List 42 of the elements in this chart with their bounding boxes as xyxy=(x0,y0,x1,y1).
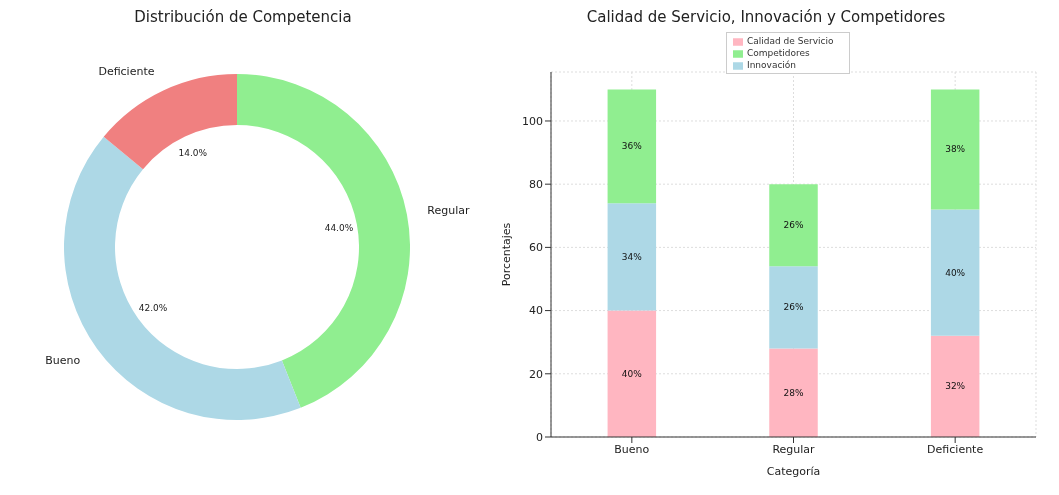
legend-label: Competidores xyxy=(747,48,810,58)
y-tick-label: 60 xyxy=(529,241,543,255)
donut-slice xyxy=(103,74,237,170)
data-label: 40% xyxy=(945,267,966,278)
data-label: 42.0% xyxy=(138,303,168,314)
y-tick-label: 0 xyxy=(536,430,543,444)
bar xyxy=(607,89,657,204)
data-label: 32% xyxy=(945,381,966,392)
legend-label: Innovación xyxy=(747,60,797,70)
slice-label: Deficiente xyxy=(98,65,155,79)
data-label: 40% xyxy=(621,368,643,379)
donut-slice xyxy=(237,74,410,408)
y-tick-label: 20 xyxy=(529,367,543,381)
slice-label: Bueno xyxy=(45,354,81,368)
chart-title: Distribución de Competencia xyxy=(133,8,353,28)
legend-label: Calidad de Servicio xyxy=(747,36,834,46)
data-label: 28% xyxy=(783,387,804,398)
data-label: 44.0% xyxy=(324,222,354,233)
x-tick-label: Bueno xyxy=(614,442,650,456)
bar xyxy=(930,89,980,210)
data-label: 26% xyxy=(783,220,804,231)
chart-title: Calidad de Servicio, Innovación y Competidores xyxy=(585,8,947,28)
x-tick-label: Regular xyxy=(772,442,816,456)
data-label: 14.0% xyxy=(178,148,208,159)
data-label: 26% xyxy=(783,302,804,313)
data-label: 36% xyxy=(621,141,643,152)
bar xyxy=(769,184,818,267)
x-axis-title: Categoría xyxy=(766,465,821,478)
slice-label: Regular xyxy=(427,204,470,218)
y-tick-label: 40 xyxy=(529,304,543,318)
bar xyxy=(607,310,657,437)
bar xyxy=(769,348,818,437)
bar xyxy=(607,203,657,311)
bar xyxy=(930,209,980,336)
x-tick-label: Deficiente xyxy=(927,442,984,456)
y-tick-label: 100 xyxy=(522,114,543,128)
y-tick-label: 80 xyxy=(529,178,543,192)
data-label: 34% xyxy=(621,251,643,262)
y-axis-title: Porcentajes xyxy=(499,222,513,287)
bar xyxy=(930,335,980,437)
bar xyxy=(769,266,818,349)
data-label: 38% xyxy=(945,144,966,155)
